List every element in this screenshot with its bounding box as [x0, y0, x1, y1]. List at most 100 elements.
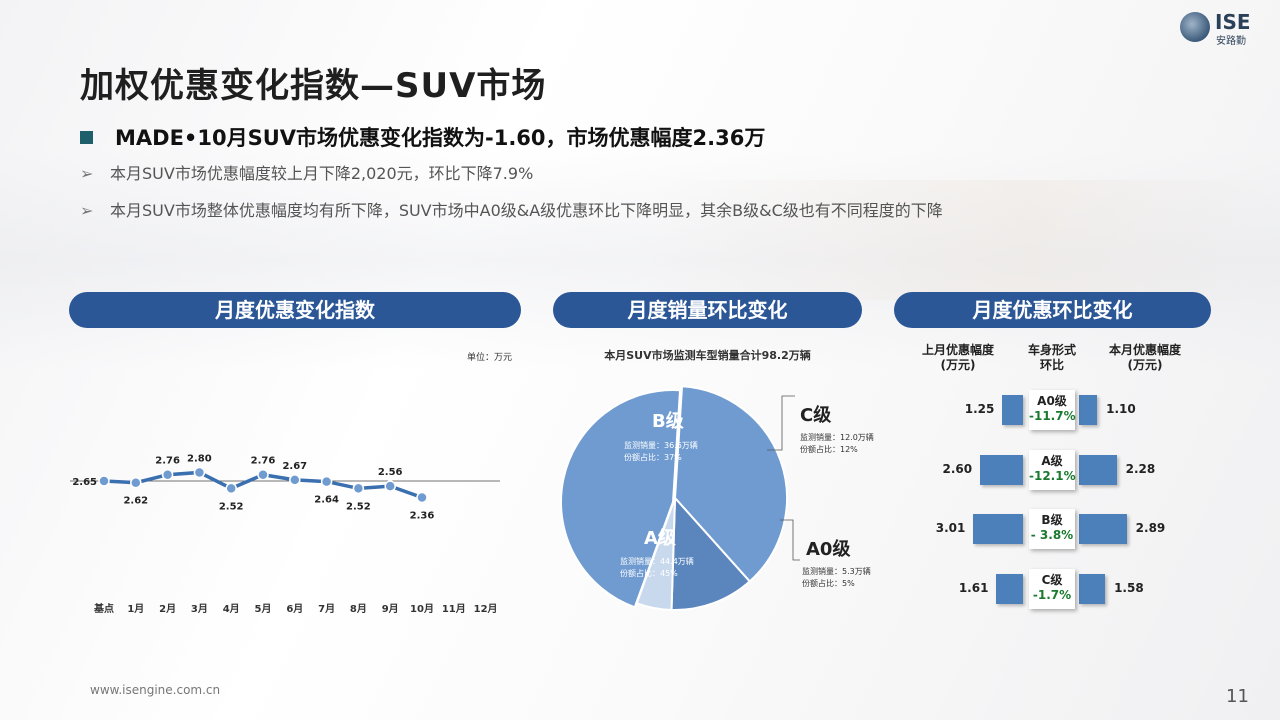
data-label: 2.65 — [72, 477, 97, 488]
background-decoration — [650, 180, 1280, 300]
logo-subtext: 安路勤 — [1216, 36, 1246, 47]
col-header-line: 上月优惠幅度 — [921, 343, 994, 357]
logo-icon — [1180, 12, 1210, 42]
change-value: - 3.8% — [1030, 528, 1074, 542]
col-header-line: 环比 — [1039, 358, 1064, 372]
data-point — [416, 491, 428, 504]
bullet-item: ➢ 本月SUV市场优惠幅度较上月下降2,020元，环比下降7.9% — [80, 160, 533, 184]
value-last-month: 2.60 — [942, 462, 973, 476]
pie-title: 本月SUV市场监测车型销量合计98.2万辆 — [604, 349, 811, 362]
pie-detail-line: 监测销量：12.0万辆 — [800, 433, 874, 442]
section-title-monthly-index: 月度优惠变化指数 — [69, 292, 521, 328]
bar-last-month — [996, 574, 1023, 604]
pie-detail-line: 监测销量：44.4万辆 — [620, 557, 694, 566]
change-value: -1.7% — [1032, 588, 1072, 602]
pie-slice — [560, 389, 682, 609]
pie-detail-line: 份额占比：45% — [620, 569, 678, 578]
segment-name: A0级 — [1037, 394, 1067, 408]
bar-last-month — [980, 455, 1023, 485]
section-title-sales-change: 月度销量环比变化 — [553, 292, 862, 328]
x-tick-label: 5月 — [255, 603, 272, 615]
pie-label-a0: A0级 — [806, 539, 851, 560]
x-tick-label: 8月 — [350, 603, 367, 615]
value-last-month: 1.61 — [958, 581, 989, 595]
pie-slice — [673, 385, 788, 583]
pie-detail-a: 监测销量：44.4万辆 份额占比：45% — [620, 556, 694, 580]
value-this-month: 2.89 — [1135, 521, 1166, 535]
x-tick-label: 7月 — [318, 603, 335, 615]
data-point — [161, 468, 174, 481]
pie-detail-line: 监测销量：5.3万辆 — [802, 567, 871, 576]
data-point — [384, 480, 396, 492]
headline: MADE•10月SUV市场优惠变化指数为-1.60，市场优惠幅度2.36万 — [80, 122, 765, 152]
col-header-this-month: 本月优惠幅度 (万元) — [1100, 343, 1190, 373]
page-number: 11 — [1226, 686, 1249, 707]
x-tick-label: 12月 — [474, 603, 498, 615]
headline-text: MADE•10月SUV市场优惠变化指数为-1.60，市场优惠幅度2.36万 — [115, 126, 766, 150]
segment-change-box: C级 -1.7% — [1029, 569, 1075, 609]
data-label: 2.52 — [219, 501, 244, 512]
ise-logo: ISE 安路勤 — [1180, 8, 1270, 47]
col-header-last-month: 上月优惠幅度 (万元) — [913, 343, 1003, 373]
pie-detail-b: 监测销量：36.6万辆 份额占比：37% — [624, 440, 698, 464]
square-bullet-icon — [80, 130, 93, 144]
segment-name: B级 — [1041, 513, 1063, 527]
pie-label-c: C级 — [800, 405, 832, 426]
x-tick-label: 基点 — [93, 602, 114, 615]
bullet-text: 本月SUV市场优惠幅度较上月下降2,020元，环比下降7.9% — [110, 164, 534, 183]
x-tick-label: 10月 — [410, 603, 434, 615]
bullet-text: 本月SUV市场整体优惠幅度均有所下降，SUV市场中A0级&A级优惠环比下降明显，… — [110, 201, 943, 220]
data-label: 2.36 — [410, 511, 435, 522]
data-point — [320, 475, 333, 488]
data-point — [98, 475, 110, 487]
bar-this-month — [1079, 574, 1106, 604]
segment-name: A级 — [1041, 454, 1063, 468]
col-header-line: 车身形式 — [1027, 343, 1076, 357]
data-label: 2.67 — [282, 461, 307, 472]
arrow-bullet-icon: ➢ — [80, 201, 94, 220]
x-tick-label: 1月 — [127, 603, 144, 615]
bar-last-month — [1002, 395, 1023, 425]
pie-detail-line: 份额占比：12% — [800, 445, 858, 454]
x-tick-label: 4月 — [223, 603, 240, 615]
col-header-line: (万元) — [940, 358, 976, 372]
segment-change-box: B级 - 3.8% — [1029, 509, 1075, 549]
data-point — [130, 476, 142, 489]
segment-name: C级 — [1041, 573, 1063, 587]
segment-change-box: A0级 -11.7% — [1029, 390, 1076, 430]
pie-label-b: B级 — [652, 411, 684, 432]
data-point — [225, 482, 237, 495]
data-point — [193, 466, 206, 479]
footer-url: www.isengine.com.cn — [90, 683, 221, 697]
data-point — [257, 468, 269, 481]
data-label: 2.76 — [251, 456, 276, 467]
value-last-month: 3.01 — [935, 521, 966, 535]
x-tick-label: 11月 — [442, 603, 466, 615]
data-label: 2.76 — [155, 456, 180, 467]
value-last-month: 1.25 — [964, 402, 995, 416]
pie-detail-line: 监测销量：36.6万辆 — [624, 441, 698, 450]
leader-line — [767, 395, 795, 451]
pie-slice — [670, 495, 752, 611]
x-tick-label: 3月 — [191, 603, 208, 615]
pie-detail-line: 份额占比：37% — [624, 453, 682, 462]
segment-change-box: A级 -12.1% — [1029, 450, 1076, 490]
section-title-discount-change: 月度优惠环比变化 — [894, 292, 1211, 328]
pie-label-a: A级 — [644, 528, 676, 549]
col-header-line: 本月优惠幅度 — [1108, 343, 1181, 357]
data-label: 2.80 — [187, 453, 212, 464]
value-this-month: 1.58 — [1114, 581, 1144, 595]
bar-this-month — [1079, 395, 1098, 425]
bullet-item: ➢ 本月SUV市场整体优惠幅度均有所下降，SUV市场中A0级&A级优惠环比下降明显… — [80, 197, 943, 221]
col-header-type: 车身形式 环比 — [1012, 343, 1092, 373]
data-label: 2.64 — [314, 495, 339, 506]
data-label: 2.62 — [123, 496, 148, 507]
x-tick-label: 6月 — [286, 603, 303, 615]
bar-this-month — [1079, 514, 1127, 544]
value-this-month: 1.10 — [1106, 402, 1136, 416]
change-value: -11.7% — [1029, 409, 1076, 423]
page-title: 加权优惠变化指数—SUV市场 — [80, 66, 547, 106]
logo-text: ISE — [1215, 10, 1251, 34]
